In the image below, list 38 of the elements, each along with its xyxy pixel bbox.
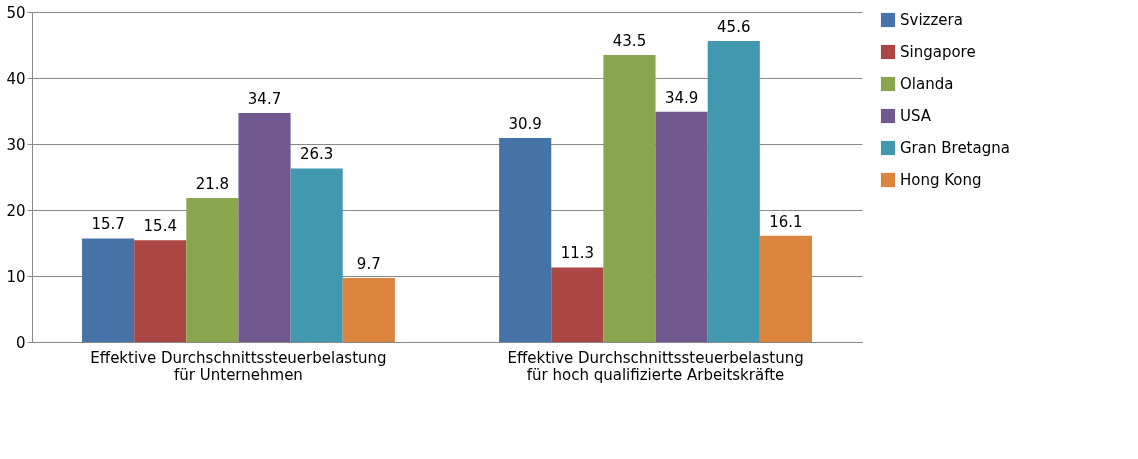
data-label: 15.4 [143,217,177,236]
x-tick-label: Effektive Durchschnittssteuerbelastung für Unternehmen [90,348,387,384]
data-label: 16.1 [769,212,803,231]
y-tick-label: 20 [6,201,26,220]
data-label: 15.7 [91,215,125,234]
data-label: 30.9 [508,115,542,134]
bar [342,277,395,342]
bar [603,54,656,342]
legend-label: Olanda [900,75,954,93]
data-label: 21.8 [195,175,230,194]
bar [238,112,291,342]
y-tick-label: 10 [6,267,26,286]
bar [82,238,135,342]
legend-label: USA [900,107,932,125]
bar [655,111,708,342]
bar [499,138,552,342]
data-label: 11.3 [560,244,595,263]
x-tick-label: Effektive Durchschnittssteuerbelastung für hoch qualifizierte Arbeitskräfte [507,348,804,384]
data-label: 34.9 [664,88,699,107]
data-label: 43.5 [612,31,647,50]
bar [551,267,604,342]
legend-label: Svizzera [900,11,963,29]
y-tick-label: 50 [6,3,26,22]
bar [707,41,760,342]
data-label: 34.7 [247,89,282,108]
bar [186,198,239,342]
legend-label: Hong Kong [900,171,982,189]
y-tick-label: 40 [6,69,26,88]
data-label: 26.3 [299,145,334,164]
y-tick-label: 0 [15,333,26,352]
bar [134,240,187,342]
data-label: 45.6 [717,18,751,37]
data-label: 9.7 [356,254,381,273]
legend-label: Singapore [900,43,976,61]
legend-label: Gran Bretagna [900,139,1010,157]
y-tick-label: 30 [6,135,26,154]
bar [759,235,812,342]
bar [290,168,343,342]
